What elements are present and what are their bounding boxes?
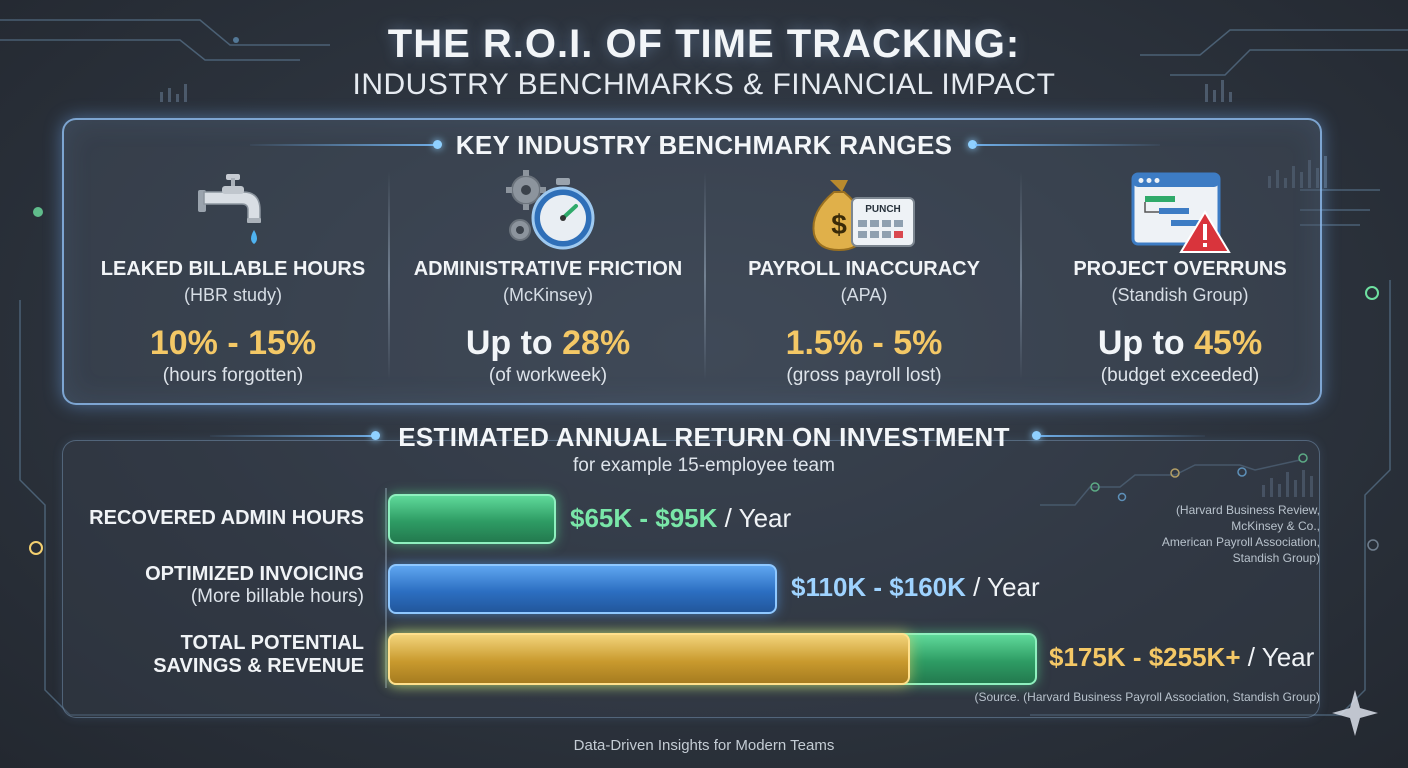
benchmark-note: (budget exceeded)	[1100, 365, 1260, 386]
bar-label-invoicing: OPTIMIZED INVOICING (More billable hours…	[145, 563, 364, 607]
benchmark-item-leaked-hours: LEAKED BILLABLE HOURS (HBR study) 10% - …	[83, 168, 383, 387]
benchmark-item-overruns: PROJECT OVERRUNS (Standish Group) Up to …	[1030, 168, 1330, 387]
gantt-warning-icon	[1131, 172, 1231, 253]
page-title: THE R.O.I. OF TIME TRACKING:	[387, 22, 1021, 66]
page-subtitle: INDUSTRY BENCHMARKS & FINANCIAL IMPACT	[352, 68, 1056, 101]
benchmark-note: (of workweek)	[488, 365, 608, 386]
bar-label-admin: RECOVERED ADMIN HOURS	[89, 507, 364, 529]
footer-text: Data-Driven Insights for Modern Teams	[573, 737, 835, 754]
benchmark-item-admin-friction: ADMINISTRATIVE FRICTION (McKinsey) Up to…	[398, 168, 698, 387]
benchmark-name: PROJECT OVERRUNS	[1073, 258, 1287, 280]
benchmark-value: 1.5% - 5%	[785, 324, 943, 362]
benchmark-name: LEAKED BILLABLE HOURS	[100, 258, 366, 280]
bar-total-low	[388, 633, 910, 685]
benchmark-value: 28%	[562, 324, 631, 362]
benchmark-value: 45%	[1194, 324, 1263, 362]
benchmark-note: (hours forgotten)	[162, 365, 304, 386]
roi-heading: ESTIMATED ANNUAL RETURN ON INVESTMENT	[398, 422, 1010, 452]
benchmark-name: PAYROLL INACCURACY	[748, 258, 980, 280]
source-line: (Source. (Harvard Business Payroll Assoc…	[974, 690, 1321, 704]
bar-value-admin: $65K - $95K / Year	[570, 503, 792, 533]
benchmark-source: (McKinsey)	[502, 285, 593, 305]
benchmark-source: (Standish Group)	[1111, 285, 1249, 305]
benchmark-note: (gross payroll lost)	[786, 365, 942, 386]
gears-stopwatch-icon	[506, 170, 595, 250]
benchmark-panel	[62, 118, 1322, 405]
bar-value-invoicing: $110K - $160K / Year	[791, 572, 1040, 602]
bar-label-total: TOTAL POTENTIAL SAVINGS & REVENUE	[153, 632, 364, 677]
bar-optimized-invoicing	[388, 564, 777, 614]
sources-note: (Harvard Business Review, McKinsey & Co.…	[1161, 503, 1320, 565]
benchmark-item-payroll: $ PUNCH PAYROLL INACCURACY (APA) 1.5% - …	[714, 168, 1014, 387]
bar-value-total: $175K - $255K+ / Year	[1049, 642, 1315, 672]
benchmark-value: 10% - 15%	[149, 324, 317, 362]
roi-subheading: for example 15-employee team	[573, 455, 835, 476]
svg-text:$: $	[831, 209, 847, 240]
benchmark-source: (APA)	[840, 285, 888, 305]
money-bag-punch-clock-icon: $ PUNCH	[812, 180, 915, 252]
benchmark-source: (HBR study)	[183, 285, 282, 305]
sparkle-icon	[1332, 690, 1378, 736]
faucet-icon	[198, 174, 261, 244]
bar-recovered-admin-hours	[388, 494, 556, 544]
svg-text:PUNCH: PUNCH	[865, 204, 901, 215]
benchmark-name: ADMINISTRATIVE FRICTION	[413, 258, 683, 280]
benchmark-heading: KEY INDUSTRY BENCHMARK RANGES	[455, 130, 953, 160]
